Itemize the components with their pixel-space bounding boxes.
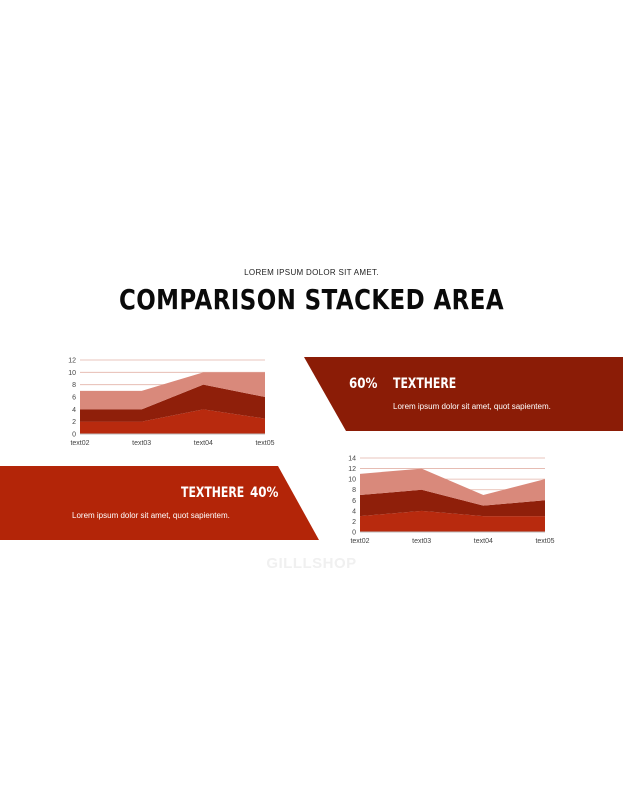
panel-right-background: [304, 357, 623, 431]
panel-right-heading: TEXTHERE: [393, 376, 457, 392]
chart-1-y-tick-label: 0: [72, 432, 76, 439]
chart-2-x-tick-label: text02: [350, 538, 369, 545]
chart-2-y-tick-label: 6: [352, 498, 356, 505]
panel-right-description: Lorem ipsum dolor sit amet, quot sapient…: [393, 402, 551, 411]
stacked-area-chart-1: 0 2 4 6 8 10 12 text02 text03 text04 text05: [50, 352, 275, 452]
chart-2-y-tick-label: 8: [352, 487, 356, 494]
chart-1-svg: 0 2 4 6 8 10 12 text02 text03 text04 text05: [68, 358, 274, 448]
panel-left: TEXTHERE 40% Lorem ipsum dolor sit amet,…: [0, 466, 320, 540]
stacked-area-chart-2: 0 2 4 6 8 10 12 14 text02 text03 text04 text05: [330, 452, 560, 552]
chart-2-y-tick-label: 4: [352, 508, 356, 515]
panel-left-description: Lorem ipsum dolor sit amet, quot sapient…: [72, 511, 230, 520]
chart-2-y-tick-label: 0: [352, 530, 356, 537]
chart-1-x-tick-label: text03: [132, 440, 151, 447]
panel-left-heading: TEXTHERE: [181, 485, 245, 501]
chart-1-y-tick-label: 6: [72, 395, 76, 402]
panel-right-shape: [304, 357, 623, 431]
page-subtitle: LOREM IPSUM DOLOR SIT AMET.: [244, 268, 379, 277]
chart-2-y-tick-label: 12: [348, 466, 356, 473]
watermark: GILLLSHOP: [266, 555, 357, 572]
chart-1-y-tick-label: 2: [72, 419, 76, 426]
chart-1-x-tick-label: text02: [70, 440, 89, 447]
panel-right: 60% TEXTHERE Lorem ipsum dolor sit amet,…: [304, 357, 623, 431]
chart-2-y-tick-label: 14: [348, 456, 356, 463]
chart-1-y-tick-label: 8: [72, 382, 76, 389]
chart-1-y-tick-label: 12: [68, 358, 76, 365]
chart-1-series-1-area: [80, 409, 265, 434]
chart-1-series-3-area: [80, 372, 265, 410]
chart-2-x-tick-label: text05: [535, 538, 554, 545]
chart-2-series-1-area: [360, 510, 545, 532]
panel-left-percent: 40%: [250, 485, 279, 501]
chart-2-x-tick-label: text04: [474, 538, 493, 545]
chart-1-y-tick-label: 4: [72, 407, 76, 414]
chart-1-x-tick-label: text04: [194, 440, 213, 447]
chart-2-y-tick-label: 10: [348, 477, 356, 484]
chart-2-x-tick-label: text03: [412, 538, 431, 545]
chart-2-y-tick-label: 2: [352, 519, 356, 526]
panel-left-shape: [0, 466, 319, 540]
chart-2-svg: 0 2 4 6 8 10 12 14 text02 text03 text04 text05: [348, 456, 554, 546]
page-title: COMPARISON STACKED AREA: [118, 283, 505, 316]
chart-2-series-3-area: [360, 468, 545, 506]
chart-1-x-tick-label: text05: [255, 440, 274, 447]
chart-2-series-2-area: [360, 489, 545, 517]
chart-1-y-tick-label: 10: [68, 370, 76, 377]
panel-left-background: [0, 466, 319, 540]
chart-1-series-2-area: [80, 384, 265, 422]
panel-right-percent: 60%: [349, 376, 378, 392]
